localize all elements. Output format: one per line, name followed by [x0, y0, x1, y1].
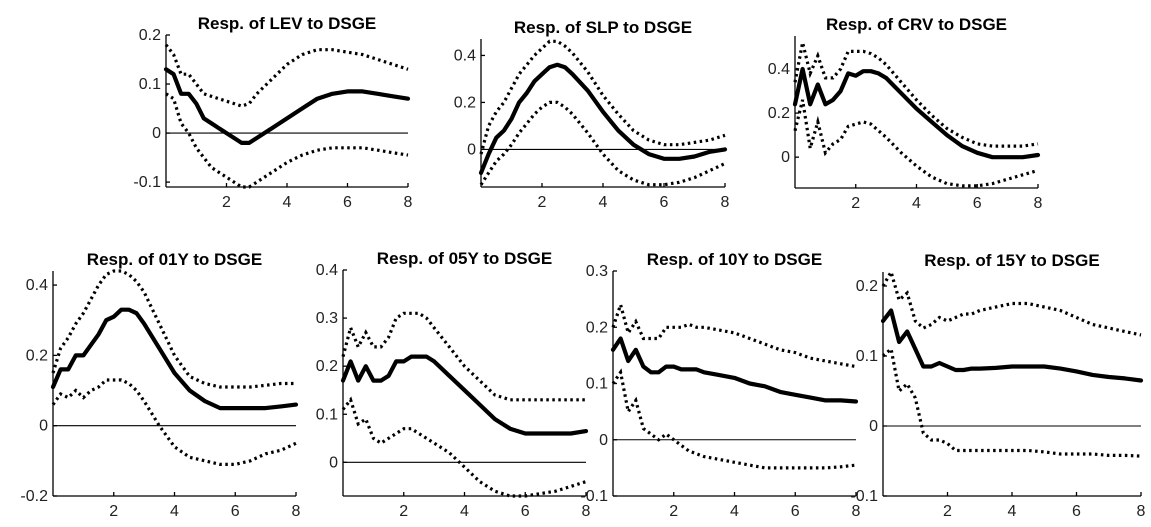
- y-tick-label: -0.2: [20, 488, 48, 505]
- x-tick-label: 6: [973, 195, 982, 212]
- y-tick-label: 0.2: [26, 347, 48, 364]
- series-upper-line: [341, 311, 586, 402]
- x-tick-label: 2: [943, 503, 952, 520]
- x-tick-label: 2: [669, 503, 678, 520]
- y-tick-label: 0.3: [316, 310, 338, 327]
- x-tick-label: 8: [1137, 503, 1146, 520]
- chart-panel: Resp. of LEV to DSGE -0.1 0 0.1 0.2 2 4 6 8: [133, 14, 412, 211]
- x-tick-label: 6: [791, 503, 800, 520]
- series-lower-line: [341, 396, 587, 498]
- y-tick-label: 0: [329, 454, 338, 471]
- series-lower-line: [165, 92, 409, 189]
- y-tick-label: 0.1: [586, 376, 608, 393]
- x-tick-label: 4: [170, 503, 179, 520]
- x-tick-label: 2: [399, 503, 408, 520]
- y-tick-label: 0.4: [316, 262, 338, 279]
- x-tick-label: 6: [521, 503, 530, 520]
- x-tick-label: 4: [912, 195, 921, 212]
- chart-title: Resp. of 15Y to DSGE: [924, 251, 1099, 270]
- y-tick-label: -0.1: [580, 488, 608, 505]
- series-upper-line: [479, 39, 726, 155]
- x-tick-label: 6: [660, 194, 669, 211]
- x-tick-label: 8: [582, 503, 591, 520]
- y-tick-label: 0.4: [26, 277, 48, 294]
- series-lower-line: [611, 368, 857, 470]
- y-tick-label: 0: [599, 432, 608, 449]
- x-tick-label: 2: [851, 195, 860, 212]
- x-tick-label: 2: [538, 194, 547, 211]
- y-tick-label: 0.3: [586, 263, 608, 280]
- y-tick-label: 0: [152, 125, 161, 142]
- y-tick-label: 0: [467, 141, 476, 158]
- y-tick-label: 0: [781, 149, 790, 166]
- chart-title: Resp. of LEV to DSGE: [198, 14, 377, 33]
- x-tick-label: 4: [599, 194, 608, 211]
- y-tick-label: 0.2: [316, 358, 338, 375]
- y-tick-label: 0.2: [586, 319, 608, 336]
- x-tick-label: 8: [852, 503, 861, 520]
- x-tick-label: 6: [343, 194, 352, 211]
- chart-title: Resp. of SLP to DSGE: [514, 18, 692, 37]
- y-tick-label: 0.1: [856, 348, 878, 365]
- series-upper-line: [611, 299, 857, 369]
- chart-title: Resp. of 01Y to DSGE: [87, 250, 262, 269]
- chart-title: Resp. of 10Y to DSGE: [647, 250, 822, 269]
- x-tick-label: 8: [292, 503, 301, 520]
- x-tick-label: 4: [730, 503, 739, 520]
- y-tick-label: 0: [869, 418, 878, 435]
- x-tick-label: 8: [1034, 195, 1043, 212]
- series-median-line: [50, 307, 299, 411]
- y-tick-label: 0.4: [454, 47, 476, 64]
- chart-panel: Resp. of 05Y to DSGE 0 0.1 0.2 0.3 0.4 2 4 6 8: [316, 249, 591, 520]
- y-tick-label: 0.4: [768, 61, 790, 78]
- x-tick-label: 8: [404, 194, 413, 211]
- series-median-line: [610, 336, 859, 404]
- x-tick-label: 2: [222, 194, 231, 211]
- y-tick-label: 0.2: [768, 105, 790, 122]
- chart-title: Resp. of 05Y to DSGE: [377, 249, 552, 268]
- y-tick-label: 0.2: [856, 278, 878, 295]
- series-lower-line: [51, 378, 297, 466]
- series-median-line: [792, 66, 1041, 160]
- series-median-line: [880, 308, 1144, 383]
- series-upper-line: [164, 43, 409, 108]
- chart-panel: Resp. of 01Y to DSGE -0.2 0 0.2 0.4 2 4 6 8: [20, 250, 300, 520]
- y-tick-label: 0.1: [316, 406, 338, 423]
- x-tick-label: 6: [1072, 503, 1081, 520]
- chart-panel: Resp. of 15Y to DSGE -0.1 0 0.1 0.2 2 4 6 8: [850, 251, 1145, 520]
- x-tick-label: 2: [109, 503, 118, 520]
- chart-panel: Resp. of SLP to DSGE 0 0.2 0.4 2 4 6 8: [454, 18, 730, 211]
- x-tick-label: 4: [283, 194, 292, 211]
- chart-title: Resp. of CRV to DSGE: [826, 15, 1007, 34]
- y-tick-label: -0.1: [133, 174, 161, 191]
- x-tick-label: 8: [721, 194, 730, 211]
- series-upper-line: [793, 42, 1039, 148]
- y-tick-label: 0: [39, 418, 48, 435]
- x-tick-label: 6: [231, 503, 240, 520]
- y-tick-label: 0.2: [139, 27, 161, 44]
- y-tick-label: -0.1: [850, 488, 878, 505]
- series-median-line: [340, 354, 589, 436]
- chart-panel: Resp. of CRV to DSGE 0 0.2 0.4 2 4 6 8: [768, 15, 1043, 212]
- chart-panel: Resp. of 10Y to DSGE -0.1 0 0.1 0.2 0.3 2 4 6 8: [580, 250, 860, 520]
- y-tick-label: 0.2: [454, 94, 476, 111]
- x-tick-label: 4: [460, 503, 469, 520]
- series-median-line: [163, 67, 411, 145]
- series-upper-line: [881, 267, 1142, 337]
- x-tick-label: 4: [1008, 503, 1017, 520]
- series-median-line: [478, 62, 728, 175]
- series-lower-line: [793, 99, 1039, 188]
- y-tick-label: 0.1: [139, 76, 161, 93]
